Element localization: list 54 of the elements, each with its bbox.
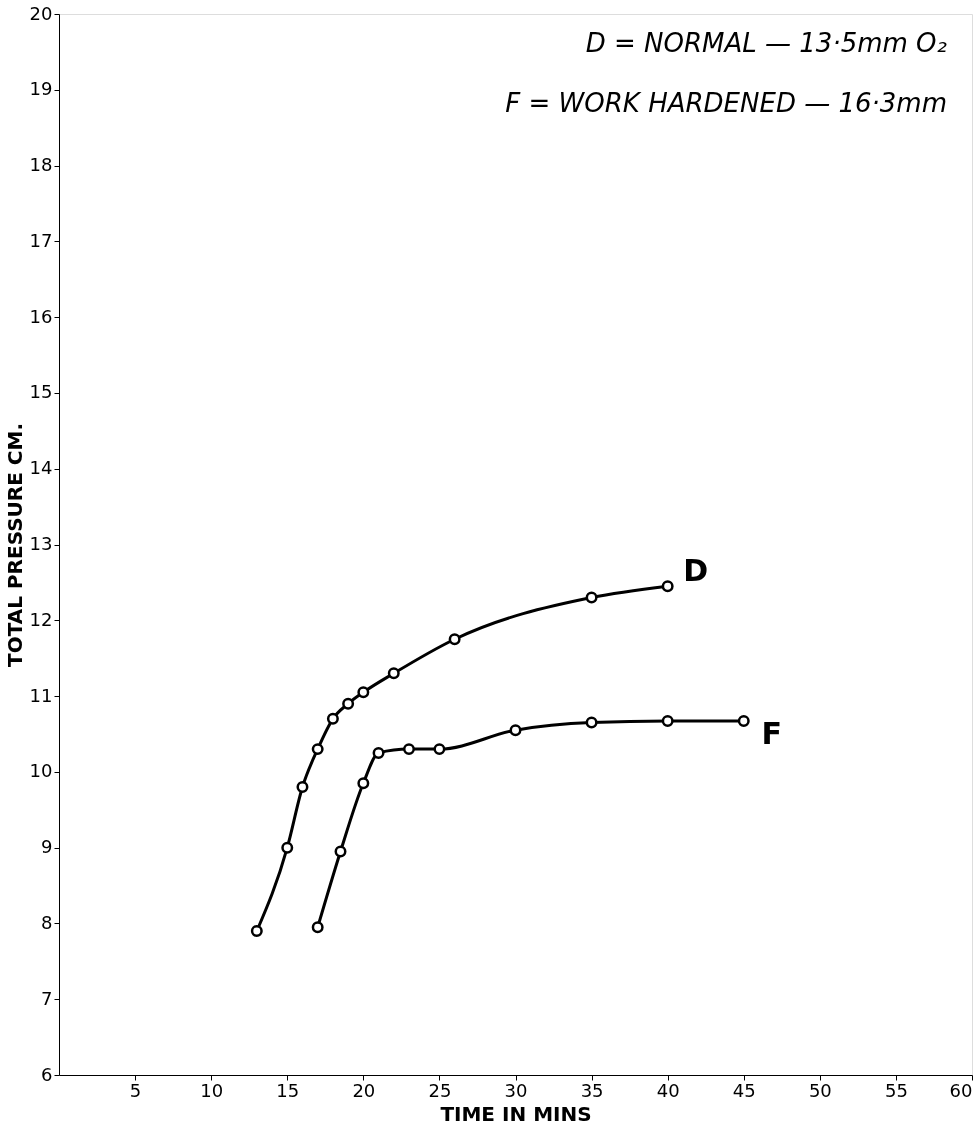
point	[326, 712, 339, 725]
y-tick-label: 17	[29, 229, 53, 251]
x-tick-label: 55	[884, 1079, 908, 1101]
point	[402, 743, 415, 756]
y-tick-label: 7	[41, 987, 53, 1009]
point	[250, 925, 263, 937]
point	[509, 724, 522, 737]
y-tick-label: 11	[29, 684, 53, 706]
annotation: F = WORK HARDENED — 16·3mm	[505, 88, 947, 118]
x-tick-label: 25	[428, 1079, 452, 1101]
series-label: D	[683, 553, 709, 589]
y-tick-label: 14	[29, 457, 53, 479]
y-tick-label: 9	[41, 836, 53, 858]
y-tick-label: 13	[29, 533, 53, 554]
x-tick-label: 30	[504, 1079, 528, 1101]
x-tick-label: 45	[732, 1079, 756, 1101]
x-tick-label: 20	[352, 1079, 376, 1101]
point	[311, 921, 324, 934]
x-tick-label: 10	[200, 1079, 224, 1101]
x-tick-label: 60	[949, 1079, 973, 1101]
x-tick-label: 15	[276, 1079, 300, 1101]
y-tick-label: 18	[29, 154, 53, 176]
point	[585, 716, 598, 729]
point	[372, 746, 385, 759]
y-tick-label: 10	[29, 760, 53, 782]
series-label: F	[761, 716, 782, 752]
x-tick-label: 40	[656, 1079, 680, 1101]
point	[357, 777, 370, 790]
y-tick-label: 16	[29, 305, 53, 327]
point	[585, 591, 598, 604]
point	[357, 686, 370, 699]
y-tick-label: 8	[41, 911, 53, 933]
point	[281, 841, 294, 854]
y-tick-label: 20	[29, 2, 53, 24]
point	[334, 845, 347, 858]
y-tick-label: 12	[29, 608, 53, 630]
point	[737, 715, 750, 728]
y-tick-label: 15	[29, 381, 53, 403]
point	[387, 667, 400, 680]
point	[296, 781, 309, 793]
x-tick-label: 50	[808, 1079, 832, 1101]
x-tick-label: 5	[129, 1079, 142, 1101]
y-tick-label: 6	[41, 1063, 53, 1085]
point	[311, 743, 324, 756]
x-axis-title: TIME IN MINS	[440, 1101, 592, 1126]
point	[661, 715, 674, 728]
point	[661, 580, 674, 593]
y-axis-title: TOTAL PRESSURE CM.	[2, 423, 27, 667]
point	[433, 743, 446, 756]
point	[342, 697, 355, 710]
annotation: D = NORMAL — 13·5mm O₂	[585, 28, 947, 58]
x-tick-label: 35	[580, 1079, 604, 1101]
y-tick-label: 19	[29, 78, 53, 100]
point	[448, 633, 461, 646]
